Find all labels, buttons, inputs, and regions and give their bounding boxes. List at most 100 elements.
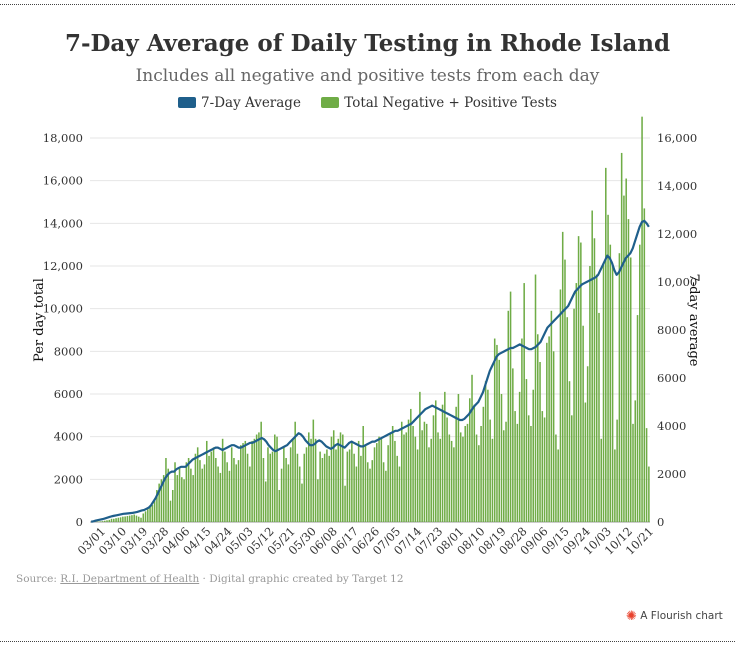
data-bar bbox=[639, 244, 641, 523]
y-axis-label-right: 7-day average bbox=[686, 274, 701, 367]
y-tick-left: 16,000 bbox=[43, 174, 83, 188]
flourish-badge[interactable]: ✺ A Flourish chart bbox=[626, 609, 723, 624]
y-tick-left: 6000 bbox=[54, 387, 83, 401]
data-bar bbox=[478, 445, 480, 522]
data-bar bbox=[183, 479, 185, 522]
source-link[interactable]: R.I. Department of Health bbox=[60, 573, 200, 585]
data-bar bbox=[462, 436, 464, 522]
data-bar bbox=[428, 447, 430, 522]
data-bar bbox=[280, 468, 283, 522]
data-bar bbox=[493, 338, 496, 522]
y-tick-left: 0 bbox=[76, 515, 83, 529]
data-bar bbox=[546, 342, 548, 522]
data-bar bbox=[321, 458, 324, 522]
data-bar bbox=[593, 238, 596, 522]
data-bar bbox=[620, 152, 623, 522]
data-bar bbox=[176, 475, 179, 522]
y-tick-right: 10,000 bbox=[657, 275, 697, 289]
data-bar bbox=[425, 423, 428, 522]
data-bar bbox=[149, 507, 151, 522]
data-bar bbox=[412, 426, 414, 522]
data-bar bbox=[421, 430, 423, 522]
data-bar bbox=[181, 477, 183, 522]
data-bar bbox=[348, 449, 351, 522]
y-tick-left: 10,000 bbox=[43, 302, 83, 316]
data-bar bbox=[135, 515, 138, 522]
data-bar bbox=[453, 447, 455, 522]
data-bar bbox=[480, 426, 482, 522]
data-bar bbox=[230, 447, 233, 522]
data-bar bbox=[124, 516, 126, 522]
data-bar bbox=[491, 438, 494, 522]
data-bar bbox=[303, 453, 306, 522]
data-bar bbox=[226, 462, 228, 522]
data-bar bbox=[190, 468, 192, 522]
data-bar bbox=[527, 415, 530, 522]
data-bar bbox=[532, 389, 535, 522]
source-note: Source: R.I. Department of Health · Digi… bbox=[16, 573, 404, 585]
data-bar bbox=[634, 400, 637, 522]
data-bar bbox=[541, 411, 544, 522]
y-tick-left: 12,000 bbox=[43, 259, 83, 273]
data-bar bbox=[514, 411, 516, 522]
data-bar bbox=[378, 436, 380, 522]
flourish-star-icon: ✺ bbox=[626, 609, 637, 624]
y-tick-right: 4000 bbox=[657, 419, 686, 433]
data-bar bbox=[339, 432, 342, 522]
data-bar bbox=[539, 362, 541, 522]
data-bar bbox=[103, 520, 106, 522]
legend-item-7day-average[interactable]: 7-Day Average bbox=[178, 95, 301, 111]
data-bar bbox=[464, 426, 466, 522]
data-bar bbox=[611, 266, 614, 522]
data-bar bbox=[394, 440, 396, 522]
top-dotted-border bbox=[0, 4, 735, 5]
data-bar bbox=[605, 167, 607, 522]
data-bar bbox=[267, 447, 269, 522]
data-bar bbox=[571, 415, 573, 522]
data-bar bbox=[552, 351, 555, 522]
y-axis-label-left: Per day total bbox=[32, 278, 47, 362]
data-bar bbox=[362, 426, 364, 522]
data-bar bbox=[396, 455, 398, 522]
data-bar bbox=[575, 283, 578, 522]
legend-item-total-tests[interactable]: Total Negative + Positive Tests bbox=[321, 95, 557, 111]
data-bar bbox=[355, 466, 358, 522]
data-bar bbox=[296, 453, 299, 522]
source-credit: · Digital graphic created by Target 12 bbox=[199, 573, 404, 585]
data-bar bbox=[110, 518, 113, 522]
data-bar bbox=[192, 475, 194, 522]
data-bar bbox=[126, 516, 129, 522]
y-tick-left: 14,000 bbox=[43, 216, 83, 230]
data-bar bbox=[432, 415, 435, 522]
data-bar bbox=[235, 464, 237, 522]
data-bar bbox=[487, 389, 489, 522]
data-bar bbox=[196, 447, 199, 522]
data-bar bbox=[240, 445, 242, 522]
data-bar bbox=[292, 438, 294, 522]
data-bar bbox=[623, 195, 625, 522]
data-bar bbox=[648, 466, 650, 522]
data-bar bbox=[371, 460, 374, 522]
data-bar bbox=[128, 515, 131, 522]
data-bar bbox=[228, 470, 231, 522]
data-bar bbox=[568, 381, 571, 522]
data-bar bbox=[566, 317, 569, 522]
data-bar bbox=[101, 521, 104, 522]
data-bar bbox=[212, 447, 215, 522]
data-bar bbox=[119, 517, 122, 522]
data-bar bbox=[113, 518, 115, 522]
data-bar bbox=[253, 438, 256, 522]
data-bar bbox=[285, 458, 287, 522]
data-bar bbox=[473, 404, 476, 522]
y-tick-left: 2000 bbox=[54, 472, 83, 486]
data-bar bbox=[444, 391, 446, 522]
chart-subtitle: Includes all negative and positive tests… bbox=[135, 66, 600, 86]
data-bar bbox=[262, 458, 265, 522]
data-bar bbox=[167, 468, 169, 522]
data-bar bbox=[187, 458, 190, 522]
data-bar bbox=[178, 468, 181, 522]
data-bar bbox=[106, 520, 108, 522]
data-bar bbox=[194, 453, 197, 522]
data-bar bbox=[215, 458, 217, 522]
data-bar bbox=[468, 398, 471, 522]
